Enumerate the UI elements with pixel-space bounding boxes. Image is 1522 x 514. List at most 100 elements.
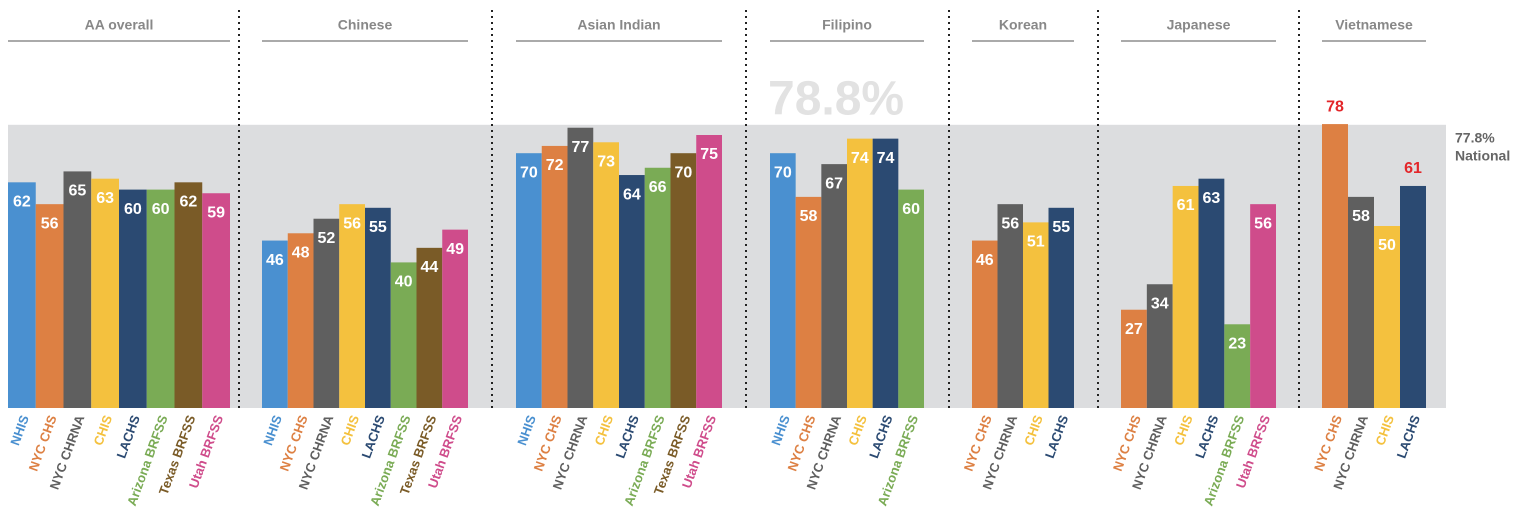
value-label: 50 (1378, 237, 1396, 254)
value-label: 51 (1027, 234, 1045, 251)
value-label: 70 (674, 164, 692, 181)
bar (1048, 207, 1074, 408)
bar (1121, 309, 1147, 408)
value-label: 55 (369, 219, 387, 236)
category-label: NHIS (7, 413, 32, 448)
bar (365, 207, 391, 408)
value-label: 27 (1125, 321, 1143, 338)
category-label: NHIS (768, 413, 793, 448)
category-label: CHIS (1021, 413, 1046, 448)
panel-title: Asian Indian (577, 17, 660, 33)
bar (847, 138, 873, 408)
value-label: 65 (68, 183, 86, 200)
bar (63, 171, 92, 408)
category-label: LACHS (359, 413, 389, 461)
category-label: NHIS (514, 413, 539, 448)
category-label: LACHS (1394, 413, 1424, 461)
bar (1224, 324, 1251, 408)
category-label: LACHS (866, 413, 896, 461)
panel-title: Filipino (822, 17, 872, 33)
bar (1400, 185, 1426, 408)
bar (972, 240, 998, 408)
bar (644, 167, 671, 408)
value-label: 77 (571, 139, 589, 156)
bar (1172, 185, 1199, 408)
category-label: LACHS (1042, 413, 1072, 461)
category-label: CHIS (845, 413, 870, 448)
category-label: NHIS (260, 413, 285, 448)
value-label: 73 (597, 153, 615, 170)
panel-title: AA overall (85, 17, 154, 33)
panel-title: Japanese (1167, 17, 1231, 33)
value-label: 40 (395, 274, 413, 291)
bar (696, 135, 722, 408)
value-label: 59 (207, 204, 225, 221)
national-label: 77.8% (1455, 130, 1495, 146)
value-label: 63 (1203, 190, 1221, 207)
bar (390, 262, 417, 408)
value-label: 70 (774, 164, 792, 181)
bar (287, 233, 314, 408)
value-label: 56 (1254, 215, 1272, 232)
bar (262, 240, 288, 408)
value-label: 46 (976, 252, 994, 269)
value-label: 60 (152, 201, 170, 218)
value-label: 56 (343, 215, 361, 232)
value-label: 62 (13, 194, 31, 211)
bar (541, 145, 568, 409)
panel-title: Korean (999, 17, 1047, 33)
bar (516, 153, 542, 408)
category-label: CHIS (90, 413, 115, 448)
bar (1198, 178, 1225, 408)
value-label: 49 (446, 241, 464, 258)
value-label: 46 (266, 252, 284, 269)
bar (146, 189, 175, 408)
value-label: 56 (41, 215, 59, 232)
value-label: 58 (1352, 208, 1370, 225)
category-label: LACHS (114, 413, 144, 461)
value-label: 52 (317, 230, 335, 247)
bar (872, 138, 899, 408)
value-label: 63 (96, 190, 114, 207)
value-label: 48 (292, 244, 310, 261)
value-label: 61 (1404, 160, 1422, 177)
value-label: 75 (700, 146, 718, 163)
value-label: 56 (1001, 215, 1019, 232)
value-label: 60 (124, 201, 142, 218)
bar (119, 189, 147, 408)
bar (795, 196, 822, 408)
panel-title: Vietnamese (1335, 17, 1413, 33)
category-label: CHIS (1171, 413, 1196, 448)
value-label: 74 (877, 150, 895, 167)
category-label: LACHS (613, 413, 643, 461)
bar (1250, 204, 1276, 408)
bar (593, 142, 619, 408)
bar (821, 164, 847, 408)
bar (202, 193, 230, 408)
bar (898, 189, 924, 408)
bar (619, 175, 645, 408)
value-label: 44 (420, 259, 438, 276)
bar (1146, 284, 1173, 408)
national-name: National (1455, 148, 1510, 164)
bar (567, 127, 594, 408)
bar (8, 182, 36, 408)
bar (1322, 124, 1348, 408)
category-label: CHIS (337, 413, 362, 448)
bar (442, 229, 468, 408)
value-label: 66 (649, 179, 667, 196)
value-label: 64 (623, 186, 641, 203)
value-label: 60 (902, 201, 920, 218)
bar (1374, 226, 1400, 408)
bar (174, 182, 203, 408)
value-label: 70 (520, 164, 538, 181)
bar (770, 153, 796, 408)
category-label: CHIS (1372, 413, 1397, 448)
value-label: 55 (1052, 219, 1070, 236)
bar (670, 153, 697, 408)
value-label: 34 (1151, 295, 1169, 312)
value-label: 62 (179, 194, 197, 211)
value-label: 58 (800, 208, 818, 225)
value-label: 78 (1326, 98, 1344, 115)
